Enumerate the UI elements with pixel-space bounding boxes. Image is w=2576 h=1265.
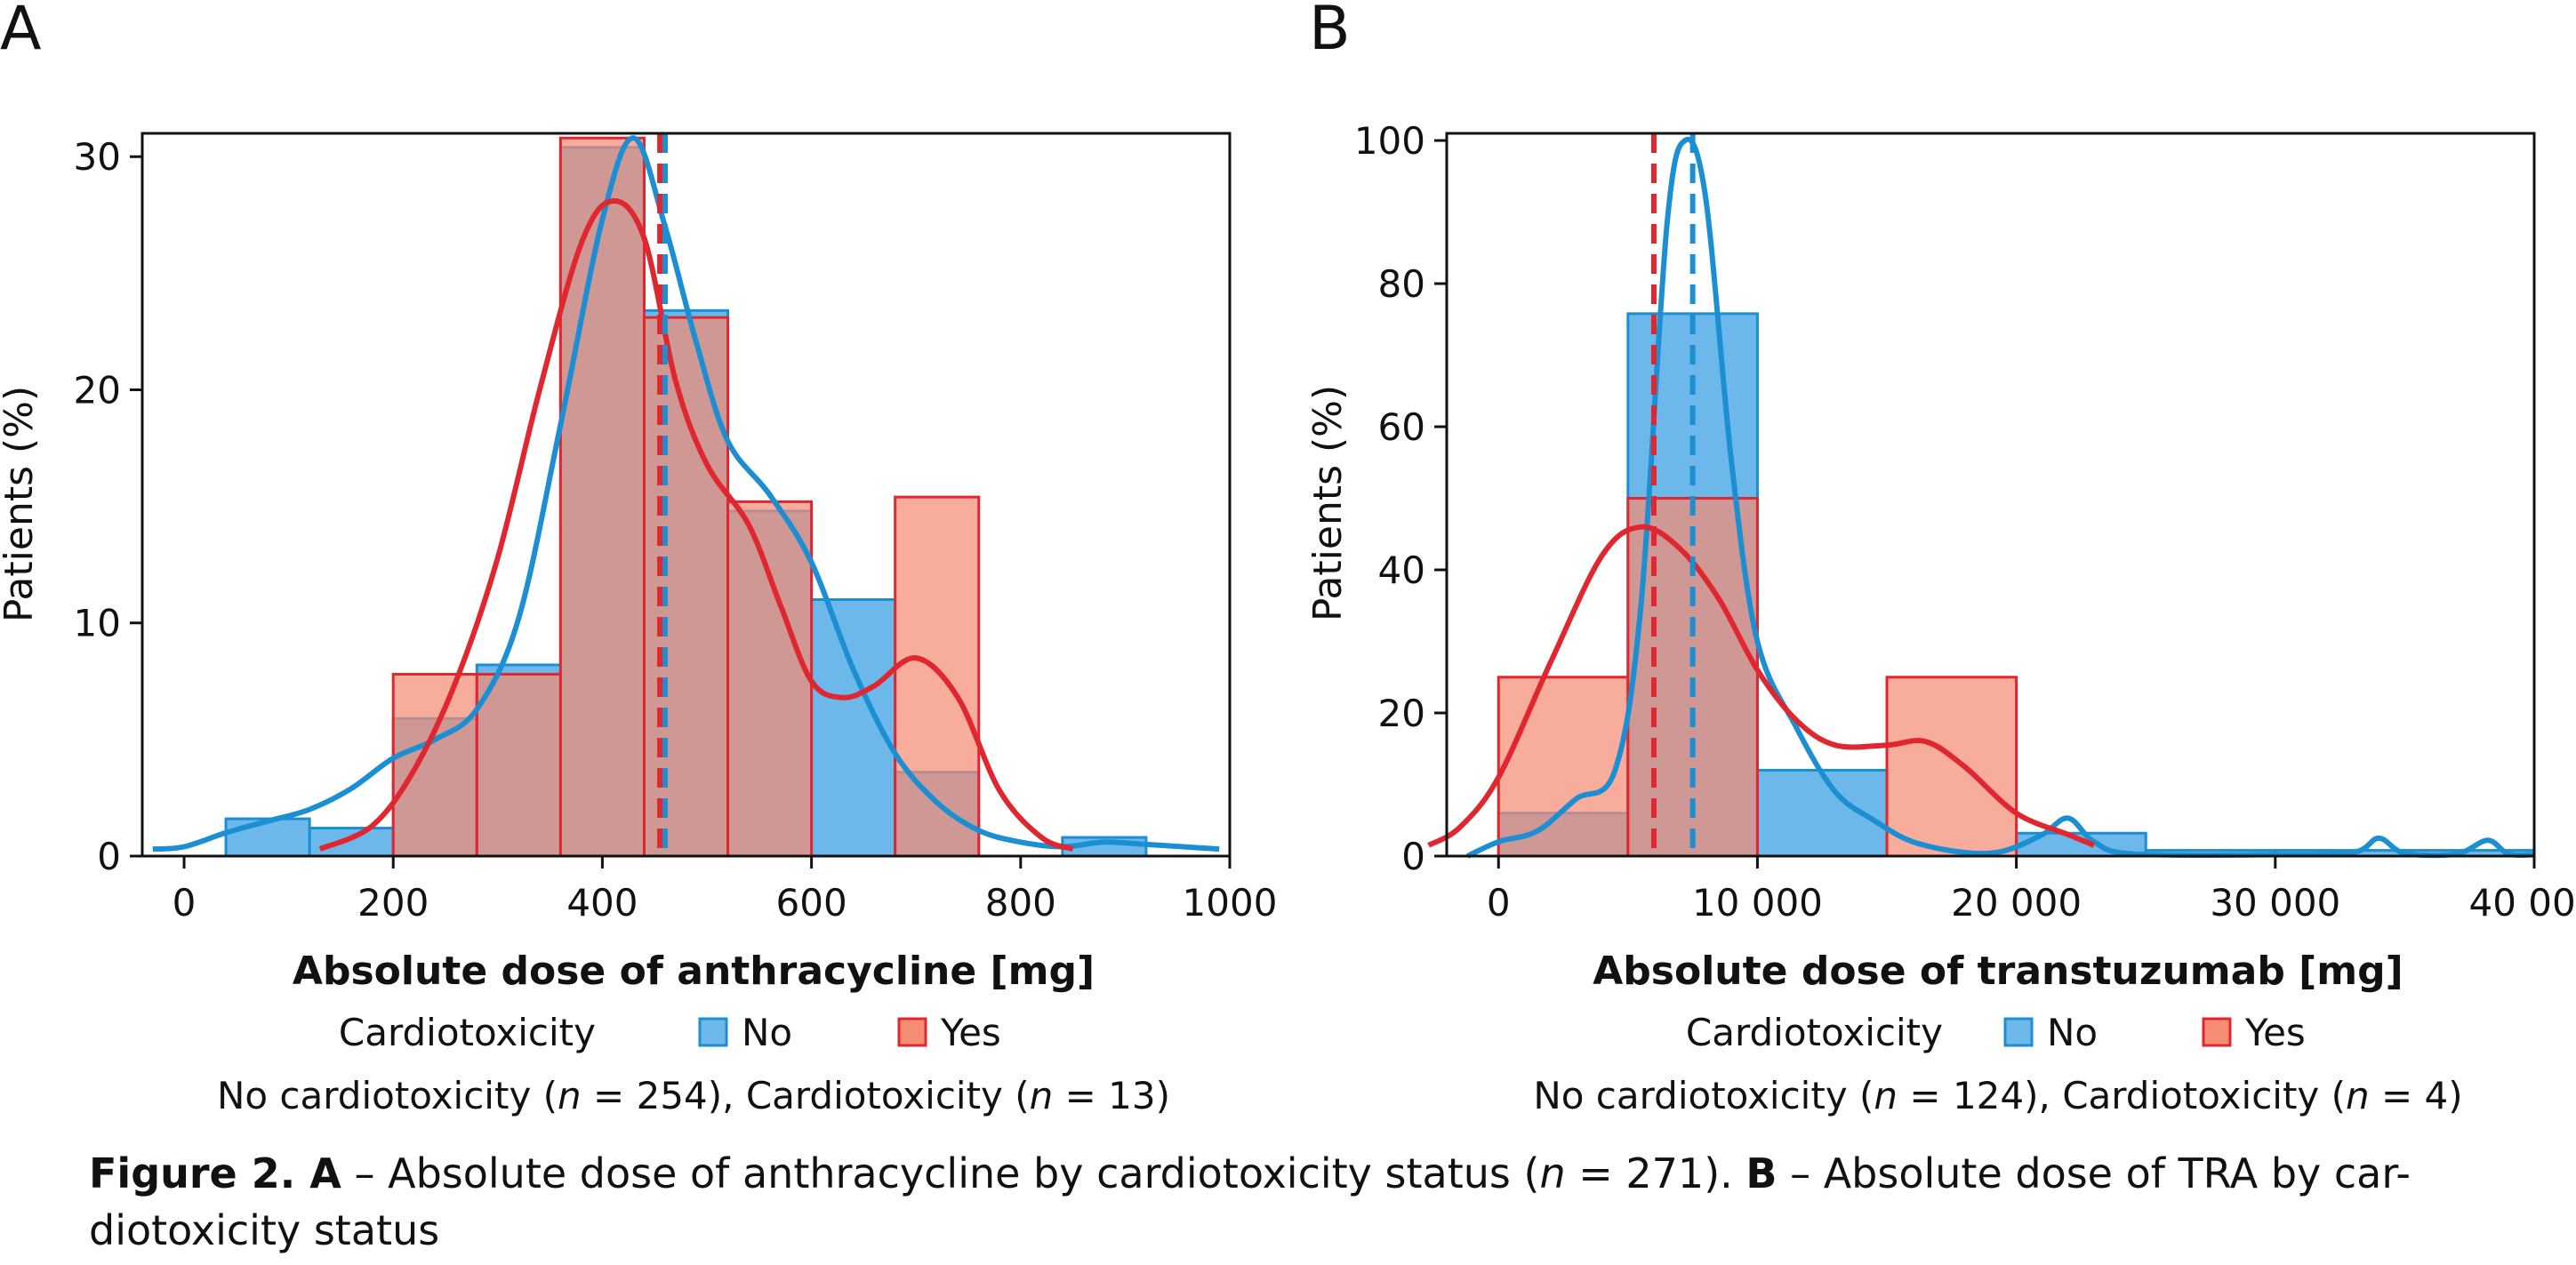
- kde-line-no-a: [152, 135, 1220, 853]
- sample-size-note-b: No cardiotoxicity (n = 124), Cardiotoxic…: [1533, 1074, 2462, 1117]
- plot-frame-b: [1445, 132, 2536, 858]
- kde-line-yes-a: [318, 198, 1074, 852]
- y-tick-label-a-2: 20: [74, 368, 121, 412]
- x-tick-label-b-3: 30 000: [2210, 881, 2340, 925]
- legend-swatch-yes-b: [2202, 1017, 2232, 1047]
- y-tick-label-b-0: 0: [1401, 835, 1425, 878]
- legend-swatch-no-a: [698, 1017, 728, 1047]
- x-tick-label-b-1: 10 000: [1692, 881, 1823, 925]
- y-tick-label-a-0: 0: [97, 835, 121, 878]
- x-tick-label-a-1: 200: [357, 881, 429, 925]
- legend-b: Cardiotoxicity No Yes: [1686, 1011, 2306, 1054]
- x-axis-label-b: Absolute dose of transtuzumab [mg]: [1593, 949, 2403, 994]
- x-tick-label-a-0: 0: [173, 881, 197, 925]
- plot-a-area: 0 200 400 600 800 1000 0 10 20 30: [74, 132, 1278, 925]
- y-tick-label-a-1: 10: [74, 602, 121, 645]
- kde-line-yes-b: [1427, 524, 2096, 848]
- x-tick-label-a-5: 1000: [1183, 881, 1278, 925]
- x-tick-label-a-3: 600: [776, 881, 847, 925]
- plot-frame-a: [140, 132, 1232, 858]
- bar-yes-a-1: [475, 672, 562, 858]
- bar-yes-b-2: [1885, 676, 2018, 858]
- legend-label-yes-b: Yes: [2244, 1011, 2306, 1054]
- x-tick-label-b-0: 0: [1487, 881, 1511, 925]
- caption-line-1: Figure 2. A – Absolute dose of anthracyc…: [89, 1149, 2411, 1197]
- y-tick-label-b-1: 20: [1378, 692, 1425, 735]
- bar-yes-a-3: [642, 316, 730, 858]
- legend-a: Cardiotoxicity No Yes: [339, 1011, 1001, 1054]
- legend-swatch-no-b: [2003, 1017, 2034, 1047]
- figure-caption: Figure 2. A – Absolute dose of anthracyc…: [89, 1145, 2490, 1259]
- bar-no-b-2: [1755, 768, 1889, 858]
- x-axis-label-a: Absolute dose of anthracycline [mg]: [293, 949, 1095, 994]
- bar-yes-a-5: [894, 495, 981, 858]
- legend-swatch-yes-a: [897, 1017, 927, 1047]
- panel-b-letter: B: [1309, 0, 1351, 64]
- y-tick-label-b-5: 100: [1354, 119, 1425, 163]
- bar-no-a-1: [308, 827, 395, 858]
- bars-b: [1497, 312, 2536, 858]
- x-tick-label-a-2: 400: [566, 881, 638, 925]
- plot-b-area: 0 10 000 20 000 30 000 40 000 0 20 40 60 80 100: [1354, 119, 2576, 925]
- legend-label-no-b: No: [2047, 1011, 2098, 1054]
- bar-yes-b-0: [1497, 676, 1630, 858]
- y-tick-label-a-3: 30: [74, 135, 121, 179]
- x-tick-label-b-4: 40 000: [2469, 881, 2576, 925]
- legend-label-no-a: No: [742, 1011, 792, 1054]
- y-tick-label-b-3: 60: [1378, 405, 1425, 449]
- kde-line-no-b: [1466, 136, 2535, 859]
- sample-size-note-a: No cardiotoxicity (n = 254), Cardiotoxic…: [217, 1074, 1170, 1117]
- bar-yes-a-2: [558, 136, 646, 858]
- bar-yes-a-4: [726, 500, 814, 858]
- legend-label-yes-a: Yes: [940, 1011, 1001, 1054]
- y-tick-label-b-2: 40: [1378, 548, 1425, 592]
- caption-line-2: diotoxicity status: [89, 1206, 440, 1254]
- bar-yes-a-0: [391, 672, 478, 858]
- y-tick-label-b-4: 80: [1378, 262, 1425, 306]
- legend-title-b: Cardiotoxicity: [1686, 1011, 1943, 1054]
- y-axis-label-a: Patients (%): [0, 386, 42, 622]
- bars-a: [224, 136, 1148, 858]
- y-axis-label-b: Patients (%): [1305, 385, 1351, 621]
- bar-no-a-0: [224, 817, 311, 858]
- x-tick-label-b-2: 20 000: [1951, 881, 2082, 925]
- panel-a-letter: A: [0, 0, 42, 64]
- legend-title-a: Cardiotoxicity: [339, 1011, 596, 1054]
- x-tick-label-a-4: 800: [985, 881, 1056, 925]
